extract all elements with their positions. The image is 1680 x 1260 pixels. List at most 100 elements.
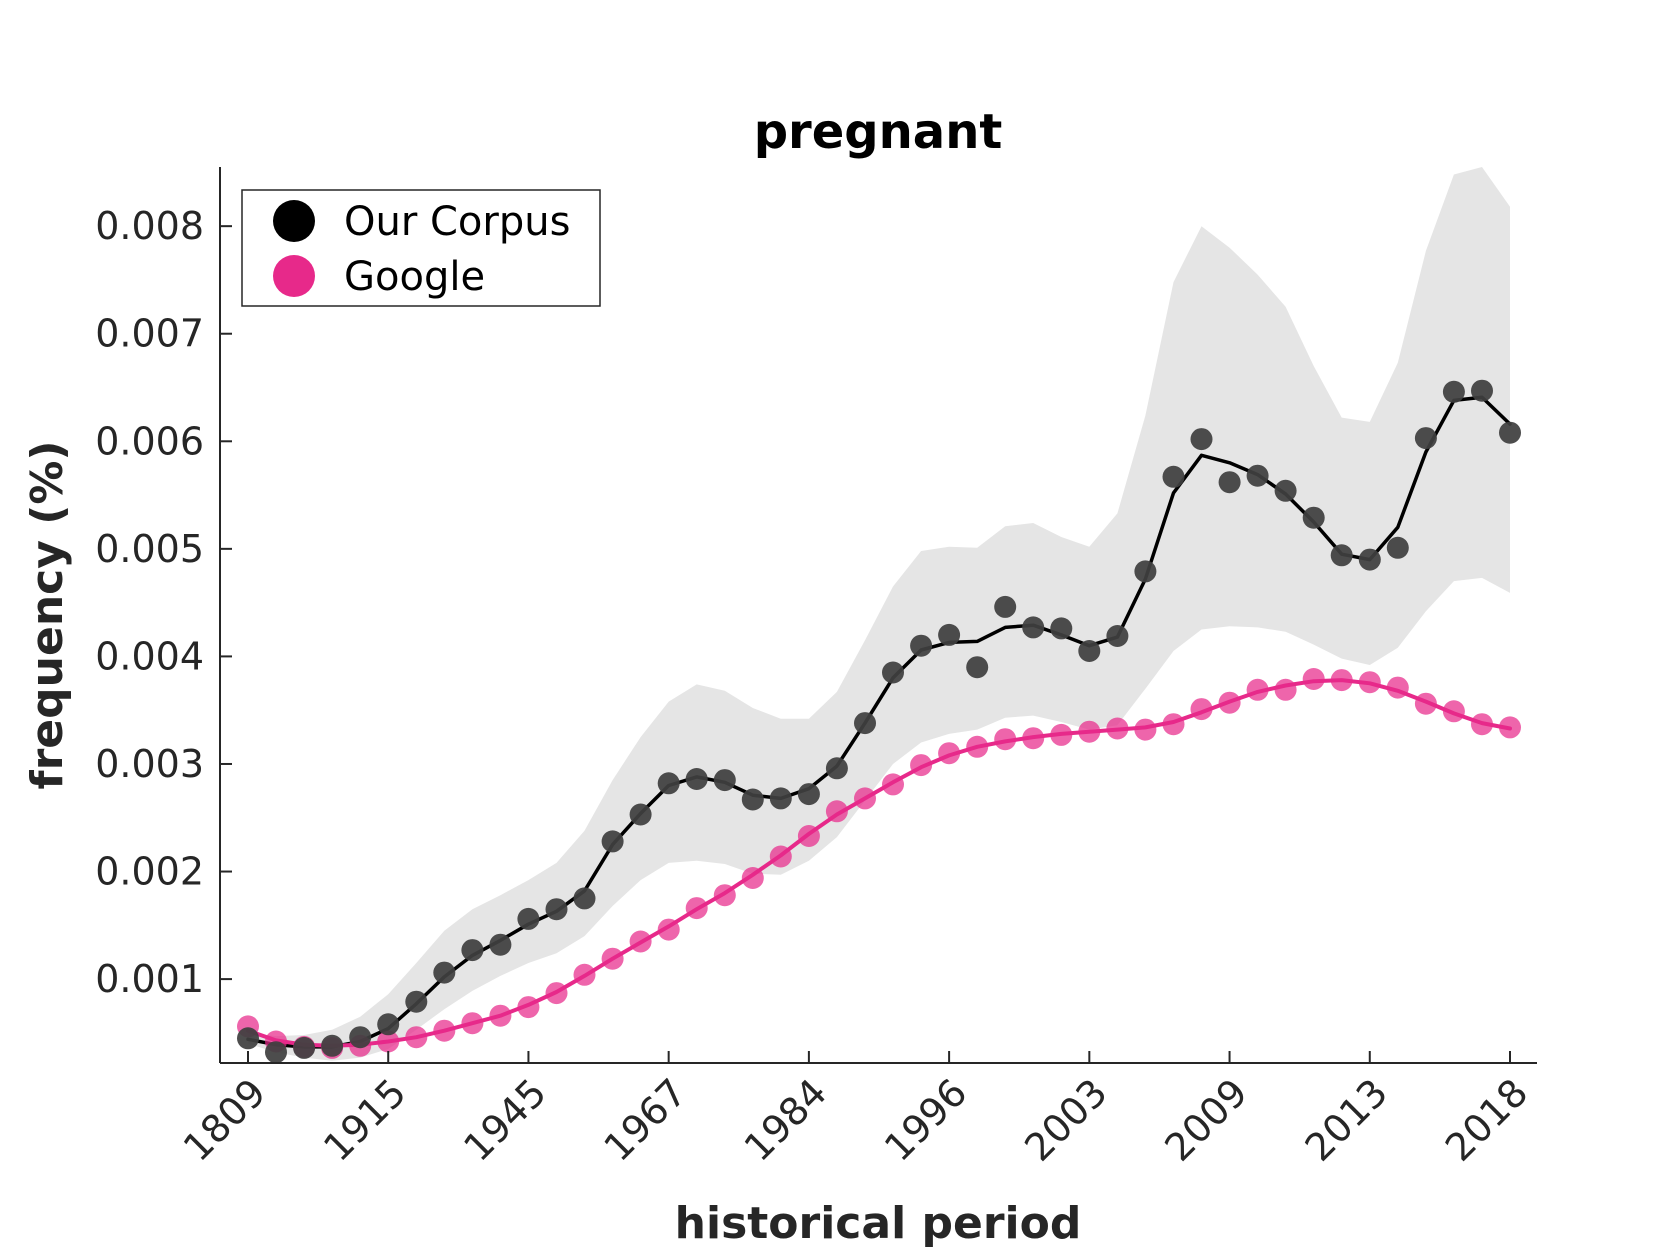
google-point bbox=[854, 787, 876, 810]
our-corpus-point bbox=[910, 634, 933, 657]
y-tick-label: 0.006 bbox=[95, 419, 204, 463]
smoothed-lines-layer bbox=[246, 395, 1512, 1049]
our-corpus-point bbox=[1106, 625, 1129, 647]
our-corpus-point bbox=[265, 1041, 287, 1064]
our-corpus-point bbox=[1358, 548, 1381, 571]
our-corpus-point bbox=[1274, 479, 1297, 502]
google-point bbox=[657, 918, 680, 941]
google-point bbox=[1022, 727, 1045, 750]
google-point bbox=[601, 947, 624, 970]
google-point bbox=[1302, 668, 1325, 690]
y-tick-label: 0.008 bbox=[95, 204, 204, 248]
google-point bbox=[1218, 691, 1241, 714]
google-point bbox=[1471, 713, 1493, 736]
our-corpus-trend-line bbox=[246, 395, 1512, 1049]
our-corpus-point bbox=[629, 803, 652, 826]
google-point bbox=[1246, 678, 1269, 701]
our-corpus-point bbox=[825, 757, 848, 780]
our-corpus-point bbox=[517, 907, 540, 930]
axes bbox=[219, 167, 1537, 1064]
our-corpus-point bbox=[1246, 464, 1269, 487]
google-point bbox=[405, 1026, 428, 1049]
our-corpus-point bbox=[1162, 465, 1185, 488]
google-point bbox=[741, 867, 764, 889]
our-corpus-point bbox=[938, 623, 961, 646]
y-tick-label: 0.003 bbox=[95, 742, 204, 786]
google-point bbox=[1330, 669, 1353, 692]
our-corpus-point bbox=[1330, 544, 1353, 567]
our-corpus-point bbox=[882, 661, 904, 684]
our-corpus-point bbox=[769, 787, 792, 810]
google-point bbox=[769, 845, 792, 868]
google-point bbox=[1190, 698, 1213, 721]
our-corpus-point bbox=[1414, 427, 1437, 450]
our-corpus-point bbox=[1442, 380, 1465, 403]
google-point bbox=[517, 996, 540, 1019]
our-corpus-point bbox=[1386, 536, 1409, 559]
y-tick-label: 0.004 bbox=[95, 634, 204, 678]
google-point bbox=[1386, 676, 1409, 699]
google-point bbox=[377, 1030, 400, 1053]
data-points-layer bbox=[237, 379, 1521, 1064]
our-corpus-point bbox=[321, 1034, 344, 1057]
google-point bbox=[1134, 718, 1157, 741]
legend-marker-google bbox=[273, 255, 315, 297]
our-corpus-point bbox=[601, 830, 624, 853]
our-corpus-point bbox=[966, 656, 989, 679]
chart-title: pregnant bbox=[754, 104, 1003, 160]
our-corpus-point bbox=[293, 1036, 316, 1059]
our-corpus-point bbox=[1190, 428, 1213, 451]
our-corpus-point bbox=[854, 712, 876, 735]
google-point bbox=[797, 825, 820, 847]
google-point bbox=[1162, 713, 1185, 736]
our-corpus-point bbox=[685, 768, 708, 790]
google-point bbox=[685, 897, 708, 920]
legend-marker-our-corpus bbox=[273, 200, 315, 242]
our-corpus-point bbox=[377, 1013, 400, 1036]
our-corpus-point bbox=[1499, 421, 1521, 444]
our-corpus-point bbox=[1022, 616, 1045, 639]
legend-label-google: Google bbox=[344, 254, 485, 300]
google-point bbox=[433, 1019, 456, 1042]
google-point bbox=[1499, 716, 1521, 739]
our-corpus-point bbox=[489, 933, 512, 956]
google-point bbox=[910, 754, 933, 777]
google-point bbox=[629, 930, 652, 953]
google-point bbox=[1078, 720, 1101, 743]
y-tick-label: 0.002 bbox=[95, 850, 204, 894]
google-point bbox=[825, 800, 848, 823]
google-point bbox=[882, 773, 904, 796]
google-point bbox=[994, 728, 1017, 751]
y-tick-label: 0.005 bbox=[95, 527, 204, 571]
google-point bbox=[461, 1012, 484, 1035]
google-point bbox=[489, 1004, 512, 1027]
legend: Our Corpus Google bbox=[241, 189, 601, 307]
our-corpus-point bbox=[1218, 471, 1241, 494]
google-point bbox=[573, 963, 596, 986]
our-corpus-point bbox=[405, 990, 428, 1013]
google-point bbox=[1414, 692, 1437, 715]
our-corpus-point bbox=[433, 961, 456, 984]
y-tick-label: 0.007 bbox=[95, 312, 204, 356]
google-point bbox=[1358, 671, 1381, 694]
our-corpus-point bbox=[545, 898, 568, 921]
our-corpus-point bbox=[349, 1026, 372, 1049]
google-point bbox=[1274, 678, 1297, 701]
google-point bbox=[1442, 700, 1465, 723]
our-corpus-point bbox=[1471, 379, 1493, 402]
confidence-band-layer bbox=[248, 167, 1510, 1061]
our-corpus-point bbox=[713, 769, 736, 792]
our-corpus-point bbox=[657, 772, 680, 795]
x-axis-title: historical period bbox=[675, 1198, 1082, 1249]
our-corpus-point bbox=[1302, 506, 1325, 529]
y-axis-title: frequency (%) bbox=[22, 440, 73, 789]
our-corpus-point bbox=[573, 887, 596, 910]
google-trend-line bbox=[246, 678, 1512, 1048]
our-corpus-point bbox=[1078, 640, 1101, 662]
our-corpus-point bbox=[461, 939, 484, 962]
google-point bbox=[545, 982, 568, 1005]
our-corpus-point bbox=[237, 1027, 259, 1050]
our-corpus-point bbox=[1134, 560, 1157, 583]
